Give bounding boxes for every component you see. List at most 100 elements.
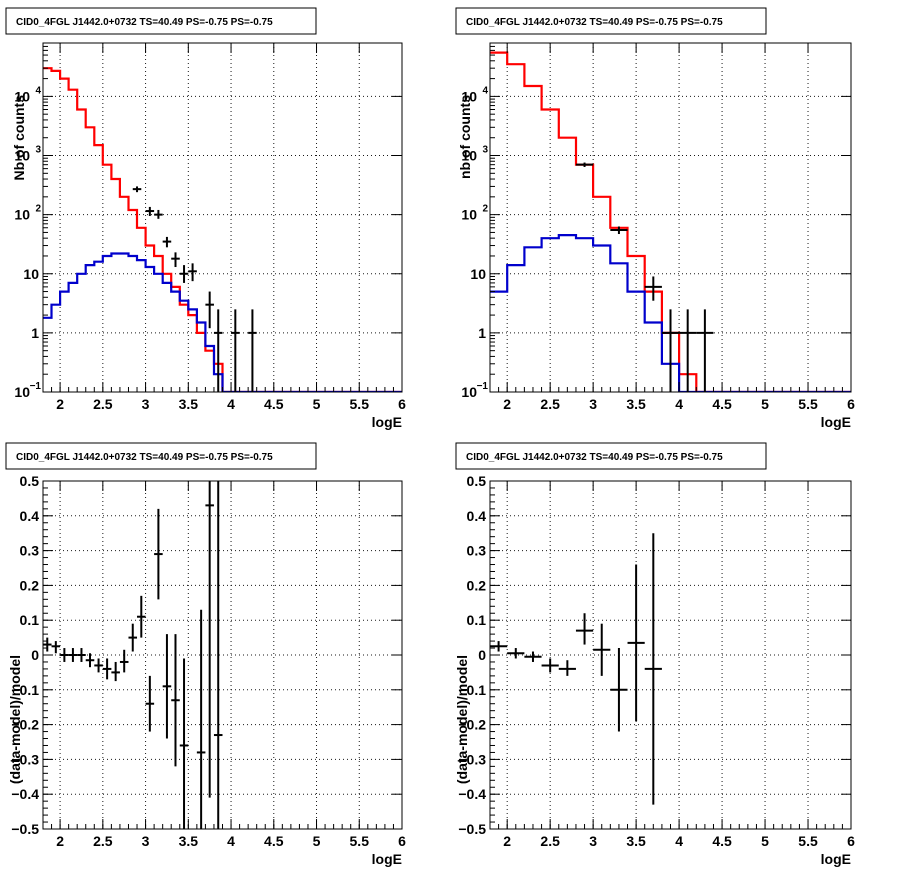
y-axis-title: nb of counts — [457, 95, 473, 179]
y-tick-label: 10 — [470, 266, 486, 282]
x-axis-title: logE — [821, 851, 851, 867]
data-point — [171, 252, 180, 268]
y-tick-label: −0.1 — [11, 682, 39, 698]
y-tick-label: 0.4 — [20, 508, 40, 524]
x-tick-label: 4.5 — [264, 396, 284, 412]
y-tick-exponent: 2 — [35, 204, 41, 215]
y-tick-label: 1 — [478, 325, 486, 341]
y-tick-exponent: −1 — [477, 381, 489, 392]
data-point — [171, 634, 180, 767]
y-tick-label: −0.5 — [458, 821, 486, 837]
data-point — [154, 209, 163, 219]
data-point — [137, 595, 146, 638]
x-tick-label: 3 — [589, 396, 597, 412]
data-point — [490, 641, 508, 652]
y-ticks — [490, 480, 851, 830]
grid — [43, 481, 402, 829]
data-point — [679, 309, 697, 392]
x-ticks — [42, 481, 403, 829]
data-points — [132, 186, 257, 392]
x-axis-title: logE — [372, 414, 402, 430]
series-total_model — [43, 67, 402, 392]
y-tick-label: 0.1 — [20, 612, 40, 628]
y-tick-label: 0.1 — [467, 612, 487, 628]
title-box — [455, 442, 767, 470]
x-tick-label: 2.5 — [93, 396, 113, 412]
data-point — [102, 658, 112, 680]
y-tick-exponent: 3 — [482, 145, 488, 156]
y-tick-label: 0.5 — [20, 473, 40, 489]
data-point — [132, 186, 142, 193]
data-points — [43, 481, 223, 829]
y-axis-title: (data-model)/model — [454, 655, 470, 784]
x-tick-label: 5.5 — [350, 833, 370, 849]
x-tick-label: 5.5 — [350, 396, 370, 412]
data-point — [179, 265, 189, 283]
y-tick-exponent: −1 — [30, 381, 42, 392]
y-ticks — [490, 45, 851, 393]
x-ticks — [489, 481, 852, 829]
x-tick-label: 4.5 — [712, 396, 732, 412]
x-tick-label: 3 — [589, 833, 597, 849]
data-point — [524, 651, 542, 662]
x-tick-label: 4 — [227, 833, 235, 849]
y-tick-label: 0.5 — [467, 473, 487, 489]
data-point — [68, 648, 78, 662]
x-tick-label: 5 — [761, 833, 769, 849]
chart-title: CID0_4FGL J1442.0+0732 TS=40.49 PS=-0.75… — [16, 17, 273, 28]
x-tick-label: 5.5 — [798, 396, 818, 412]
data-point — [60, 648, 69, 662]
y-tick-label: 10 — [14, 88, 30, 104]
x-tick-label: 2 — [56, 396, 64, 412]
grid — [43, 43, 402, 392]
y-tick-label: 0.4 — [467, 508, 487, 524]
x-tick-label: 2.5 — [540, 396, 560, 412]
x-tick-label: 6 — [847, 396, 855, 412]
data-point — [179, 658, 189, 829]
y-tick-exponent: 4 — [482, 85, 488, 96]
data-point — [77, 648, 86, 662]
chart-title: CID0_4FGL J1442.0+0732 TS=40.49 PS=-0.75… — [466, 17, 723, 28]
y-tick-label: 1 — [31, 325, 39, 341]
x-ticks — [42, 43, 403, 392]
y-tick-exponent: 4 — [35, 85, 41, 96]
y-tick-label: 10 — [461, 384, 477, 400]
y-tick-label: −0.2 — [11, 717, 39, 733]
x-tick-label: 3.5 — [626, 833, 646, 849]
data-point — [128, 623, 138, 652]
x-axis-title: logE — [821, 414, 851, 430]
y-tick-label: 0.2 — [20, 577, 40, 593]
title-box — [5, 442, 317, 470]
data-point — [205, 481, 214, 798]
data-point — [85, 653, 95, 668]
data-point — [162, 634, 172, 739]
data-point — [593, 623, 611, 676]
series-source_model — [43, 252, 402, 392]
x-tick-label: 4 — [675, 833, 683, 849]
y-tick-label: −0.5 — [11, 821, 39, 837]
data-point — [231, 309, 240, 392]
y-tick-label: 10 — [461, 207, 477, 223]
y-tick-label: 10 — [14, 207, 30, 223]
x-tick-label: 6 — [398, 833, 406, 849]
data-points — [490, 533, 662, 805]
data-point — [627, 564, 645, 722]
y-tick-label: 0.3 — [467, 543, 487, 559]
data-point — [196, 609, 206, 829]
chart-title: CID0_4FGL J1442.0+0732 TS=40.49 PS=-0.75… — [466, 452, 723, 463]
y-tick-label: 10 — [14, 148, 30, 164]
x-tick-label: 3.5 — [626, 396, 646, 412]
data-point — [541, 658, 559, 673]
x-tick-label: 6 — [847, 833, 855, 849]
grid — [490, 43, 851, 392]
y-tick-label: −0.4 — [11, 786, 39, 802]
y-tick-label: −0.4 — [458, 786, 486, 802]
data-point — [43, 637, 52, 652]
data-point — [696, 309, 714, 392]
data-point — [162, 236, 172, 248]
y-tick-label: −0.3 — [11, 751, 39, 767]
x-tick-label: 4 — [675, 396, 683, 412]
